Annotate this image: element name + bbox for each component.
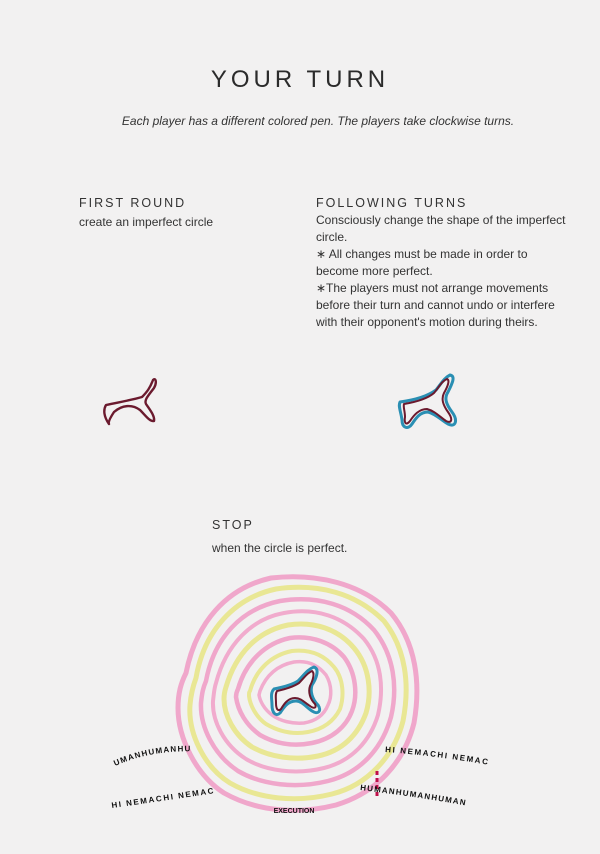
following-turns-line: with their opponent's motion during thei… bbox=[316, 315, 538, 329]
first-round-text: create an imperfect circle bbox=[79, 215, 214, 229]
stop-text: when the circle is perfect. bbox=[212, 541, 348, 555]
page-title: YOUR TURN bbox=[210, 66, 390, 93]
following-turns-text: Consciously change the shape of the impe… bbox=[316, 212, 576, 331]
following-turns-shape bbox=[397, 373, 457, 429]
following-turns-line: Consciously change the shape of the impe… bbox=[316, 213, 566, 227]
arc-left-top-text: UMANHUMANHU bbox=[112, 744, 191, 768]
page-subtitle: Each player has a different colored pen.… bbox=[121, 114, 515, 128]
following-turns-line: ∗ All changes must be made in order to bbox=[316, 247, 528, 261]
following-turns-line: become more perfect. bbox=[316, 264, 433, 278]
stop-heading: STOP bbox=[212, 518, 254, 532]
execution-label: EXECUTION bbox=[274, 808, 315, 815]
arc-left-bottom-text: HI NEMACHI NEMAC bbox=[111, 786, 216, 810]
following-turns-line: ∗The players must not arrange movements bbox=[316, 281, 549, 295]
perfect-circle-rings bbox=[175, 574, 420, 813]
following-turns-heading: FOLLOWING TURNS bbox=[316, 196, 468, 210]
first-round-heading: FIRST ROUND bbox=[79, 196, 187, 210]
first-round-shape bbox=[103, 378, 157, 426]
following-turns-line: before their turn and cannot undo or int… bbox=[316, 298, 555, 312]
following-turns-line: circle. bbox=[316, 230, 348, 244]
